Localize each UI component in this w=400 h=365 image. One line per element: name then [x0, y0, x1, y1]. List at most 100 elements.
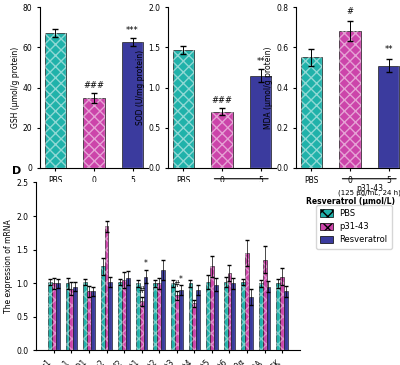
Bar: [108, 282, 112, 350]
Text: **: **: [384, 46, 393, 54]
Text: **: **: [256, 57, 265, 66]
Bar: [83, 282, 87, 350]
Bar: [118, 282, 122, 350]
Bar: [104, 226, 108, 350]
Bar: [73, 287, 77, 350]
Bar: [101, 266, 104, 350]
Bar: [245, 253, 249, 350]
Bar: [340, 31, 360, 168]
Y-axis label: The expression of mRNA: The expression of mRNA: [4, 220, 14, 313]
Y-axis label: MDA (μmol/g protein): MDA (μmol/g protein): [264, 46, 274, 129]
Bar: [122, 280, 126, 350]
Bar: [250, 76, 271, 168]
Text: Resveratrol (μmol/L): Resveratrol (μmol/L): [178, 197, 266, 206]
Bar: [173, 50, 194, 168]
Text: p31-43: p31-43: [228, 184, 255, 193]
Bar: [206, 282, 210, 350]
Text: Resveratrol (μmol/L): Resveratrol (μmol/L): [50, 240, 138, 249]
Bar: [104, 226, 108, 350]
Bar: [48, 282, 52, 350]
Bar: [136, 283, 140, 350]
Text: B: B: [141, 0, 149, 1]
Bar: [210, 266, 214, 350]
Text: (125 μg/mL, 24 h): (125 μg/mL, 24 h): [338, 189, 400, 196]
Bar: [266, 287, 270, 350]
Bar: [56, 283, 60, 350]
Legend: PBS, p31-43, Resveratrol: PBS, p31-43, Resveratrol: [316, 205, 392, 249]
Bar: [210, 266, 214, 350]
Bar: [241, 282, 245, 350]
Y-axis label: GSH (μmol/g protein): GSH (μmol/g protein): [11, 47, 20, 128]
Bar: [259, 283, 263, 350]
Bar: [136, 283, 140, 350]
Bar: [228, 273, 232, 350]
Bar: [301, 57, 322, 168]
Text: ###: ###: [212, 96, 232, 105]
Bar: [83, 282, 87, 350]
Bar: [232, 283, 235, 350]
Bar: [56, 283, 60, 350]
Bar: [84, 97, 104, 168]
Bar: [157, 283, 161, 350]
Text: #: #: [174, 280, 180, 289]
Text: C: C: [269, 0, 277, 1]
Bar: [45, 33, 66, 168]
Bar: [280, 277, 284, 350]
Bar: [84, 97, 104, 168]
Bar: [266, 287, 270, 350]
Bar: [175, 295, 179, 350]
Text: p31-43: p31-43: [356, 184, 383, 193]
Y-axis label: SOD (U/mg protein): SOD (U/mg protein): [136, 50, 146, 125]
Bar: [378, 66, 399, 168]
Text: D: D: [12, 166, 22, 176]
Bar: [122, 280, 126, 350]
Text: A: A: [13, 0, 22, 1]
Bar: [284, 291, 288, 350]
Bar: [192, 303, 196, 350]
Bar: [214, 285, 218, 350]
Bar: [161, 270, 165, 350]
Bar: [188, 283, 192, 350]
Bar: [101, 266, 104, 350]
Bar: [196, 290, 200, 350]
Bar: [66, 283, 70, 350]
Bar: [157, 283, 161, 350]
Text: *: *: [179, 275, 182, 284]
Bar: [70, 289, 73, 350]
Bar: [378, 66, 399, 168]
Bar: [154, 283, 157, 350]
Bar: [276, 283, 280, 350]
Bar: [192, 303, 196, 350]
Bar: [91, 291, 95, 350]
Bar: [91, 291, 95, 350]
Text: ***: ***: [126, 26, 139, 35]
Text: #: #: [138, 286, 145, 295]
Bar: [340, 31, 360, 168]
Bar: [87, 291, 91, 350]
Bar: [232, 283, 235, 350]
Bar: [224, 282, 228, 350]
Bar: [276, 283, 280, 350]
Bar: [154, 283, 157, 350]
Bar: [52, 283, 56, 350]
Bar: [249, 297, 253, 350]
Text: p31-43: p31-43: [100, 208, 127, 217]
Bar: [70, 289, 73, 350]
Text: (125 μg/mL, 24 h): (125 μg/mL, 24 h): [82, 222, 145, 228]
Bar: [66, 283, 70, 350]
Text: *: *: [144, 260, 148, 269]
Bar: [284, 291, 288, 350]
Bar: [301, 57, 322, 168]
Bar: [118, 282, 122, 350]
Bar: [73, 287, 77, 350]
Bar: [188, 283, 192, 350]
Bar: [140, 301, 144, 350]
Bar: [206, 282, 210, 350]
Bar: [263, 260, 266, 350]
Bar: [212, 112, 232, 168]
Bar: [122, 42, 143, 168]
Bar: [122, 42, 143, 168]
Bar: [126, 278, 130, 350]
Bar: [250, 76, 271, 168]
Bar: [87, 291, 91, 350]
